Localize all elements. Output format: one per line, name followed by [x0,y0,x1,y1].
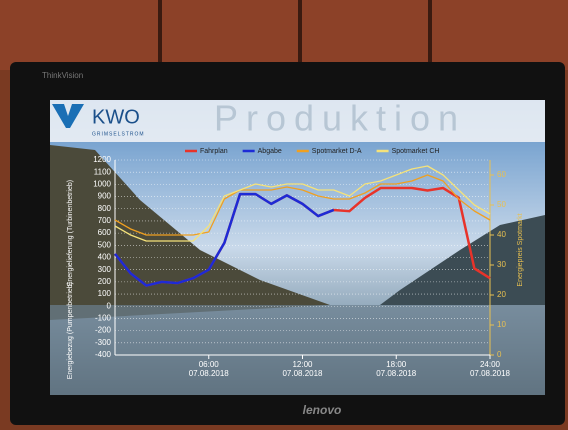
y-tick-label: 1100 [94,167,112,176]
y2-tick-label: 30 [497,260,506,269]
monitor-maker: lenovo [303,403,342,417]
legend-label: Spotmarket D-A [312,148,362,155]
y2-axis-label: Energiepreis Spotmarkt [517,213,524,286]
y-tick-label: -100 [95,314,112,323]
y-axis-label: Energiebezug (Pumpenbetrieb) [67,282,74,379]
y-tick-label: 700 [98,216,112,225]
y2-tick-label: 60 [497,170,506,179]
y-axis-label: Energielieferung (Turbinenbetrieb) [67,180,74,286]
y-tick-label: 100 [98,289,112,298]
legend-label: Abgabe [258,148,282,155]
legend-label: Spotmarket CH [392,148,440,155]
y2-tick-label: 10 [497,320,506,329]
monitor-brand: ThinkVision [42,71,83,80]
y2-tick-label: 50 [497,200,506,209]
chart-title: Produktion [214,98,466,139]
y-tick-label: 300 [98,265,112,274]
logo-subtitle: GRIMSELSTROM [92,131,145,137]
y-tick-label: 200 [98,277,112,286]
photo: ThinkVision lenovo KWO GRIMSELSTROM Prod… [0,0,568,425]
y-tick-label: 1200 [93,155,111,164]
y2-tick-label: 20 [497,290,506,299]
y-tick-label: 500 [98,240,112,249]
wall [0,0,568,70]
logo: KWO [92,106,140,128]
y-tick-label: 900 [98,192,112,201]
y-tick-label: 600 [98,228,112,237]
y-tick-label: -300 [95,338,112,347]
y-tick-label: 0 [107,301,112,310]
y2-tick-label: 40 [497,230,506,239]
y-tick-label: 800 [98,204,112,213]
y-tick-label: 1000 [93,179,111,188]
legend-label: Fahrplan [200,148,228,155]
y-tick-label: -200 [95,326,112,335]
y-tick-label: 400 [98,253,112,262]
y-tick-label: -400 [95,350,112,359]
y2-tick-label: 0 [497,350,502,359]
